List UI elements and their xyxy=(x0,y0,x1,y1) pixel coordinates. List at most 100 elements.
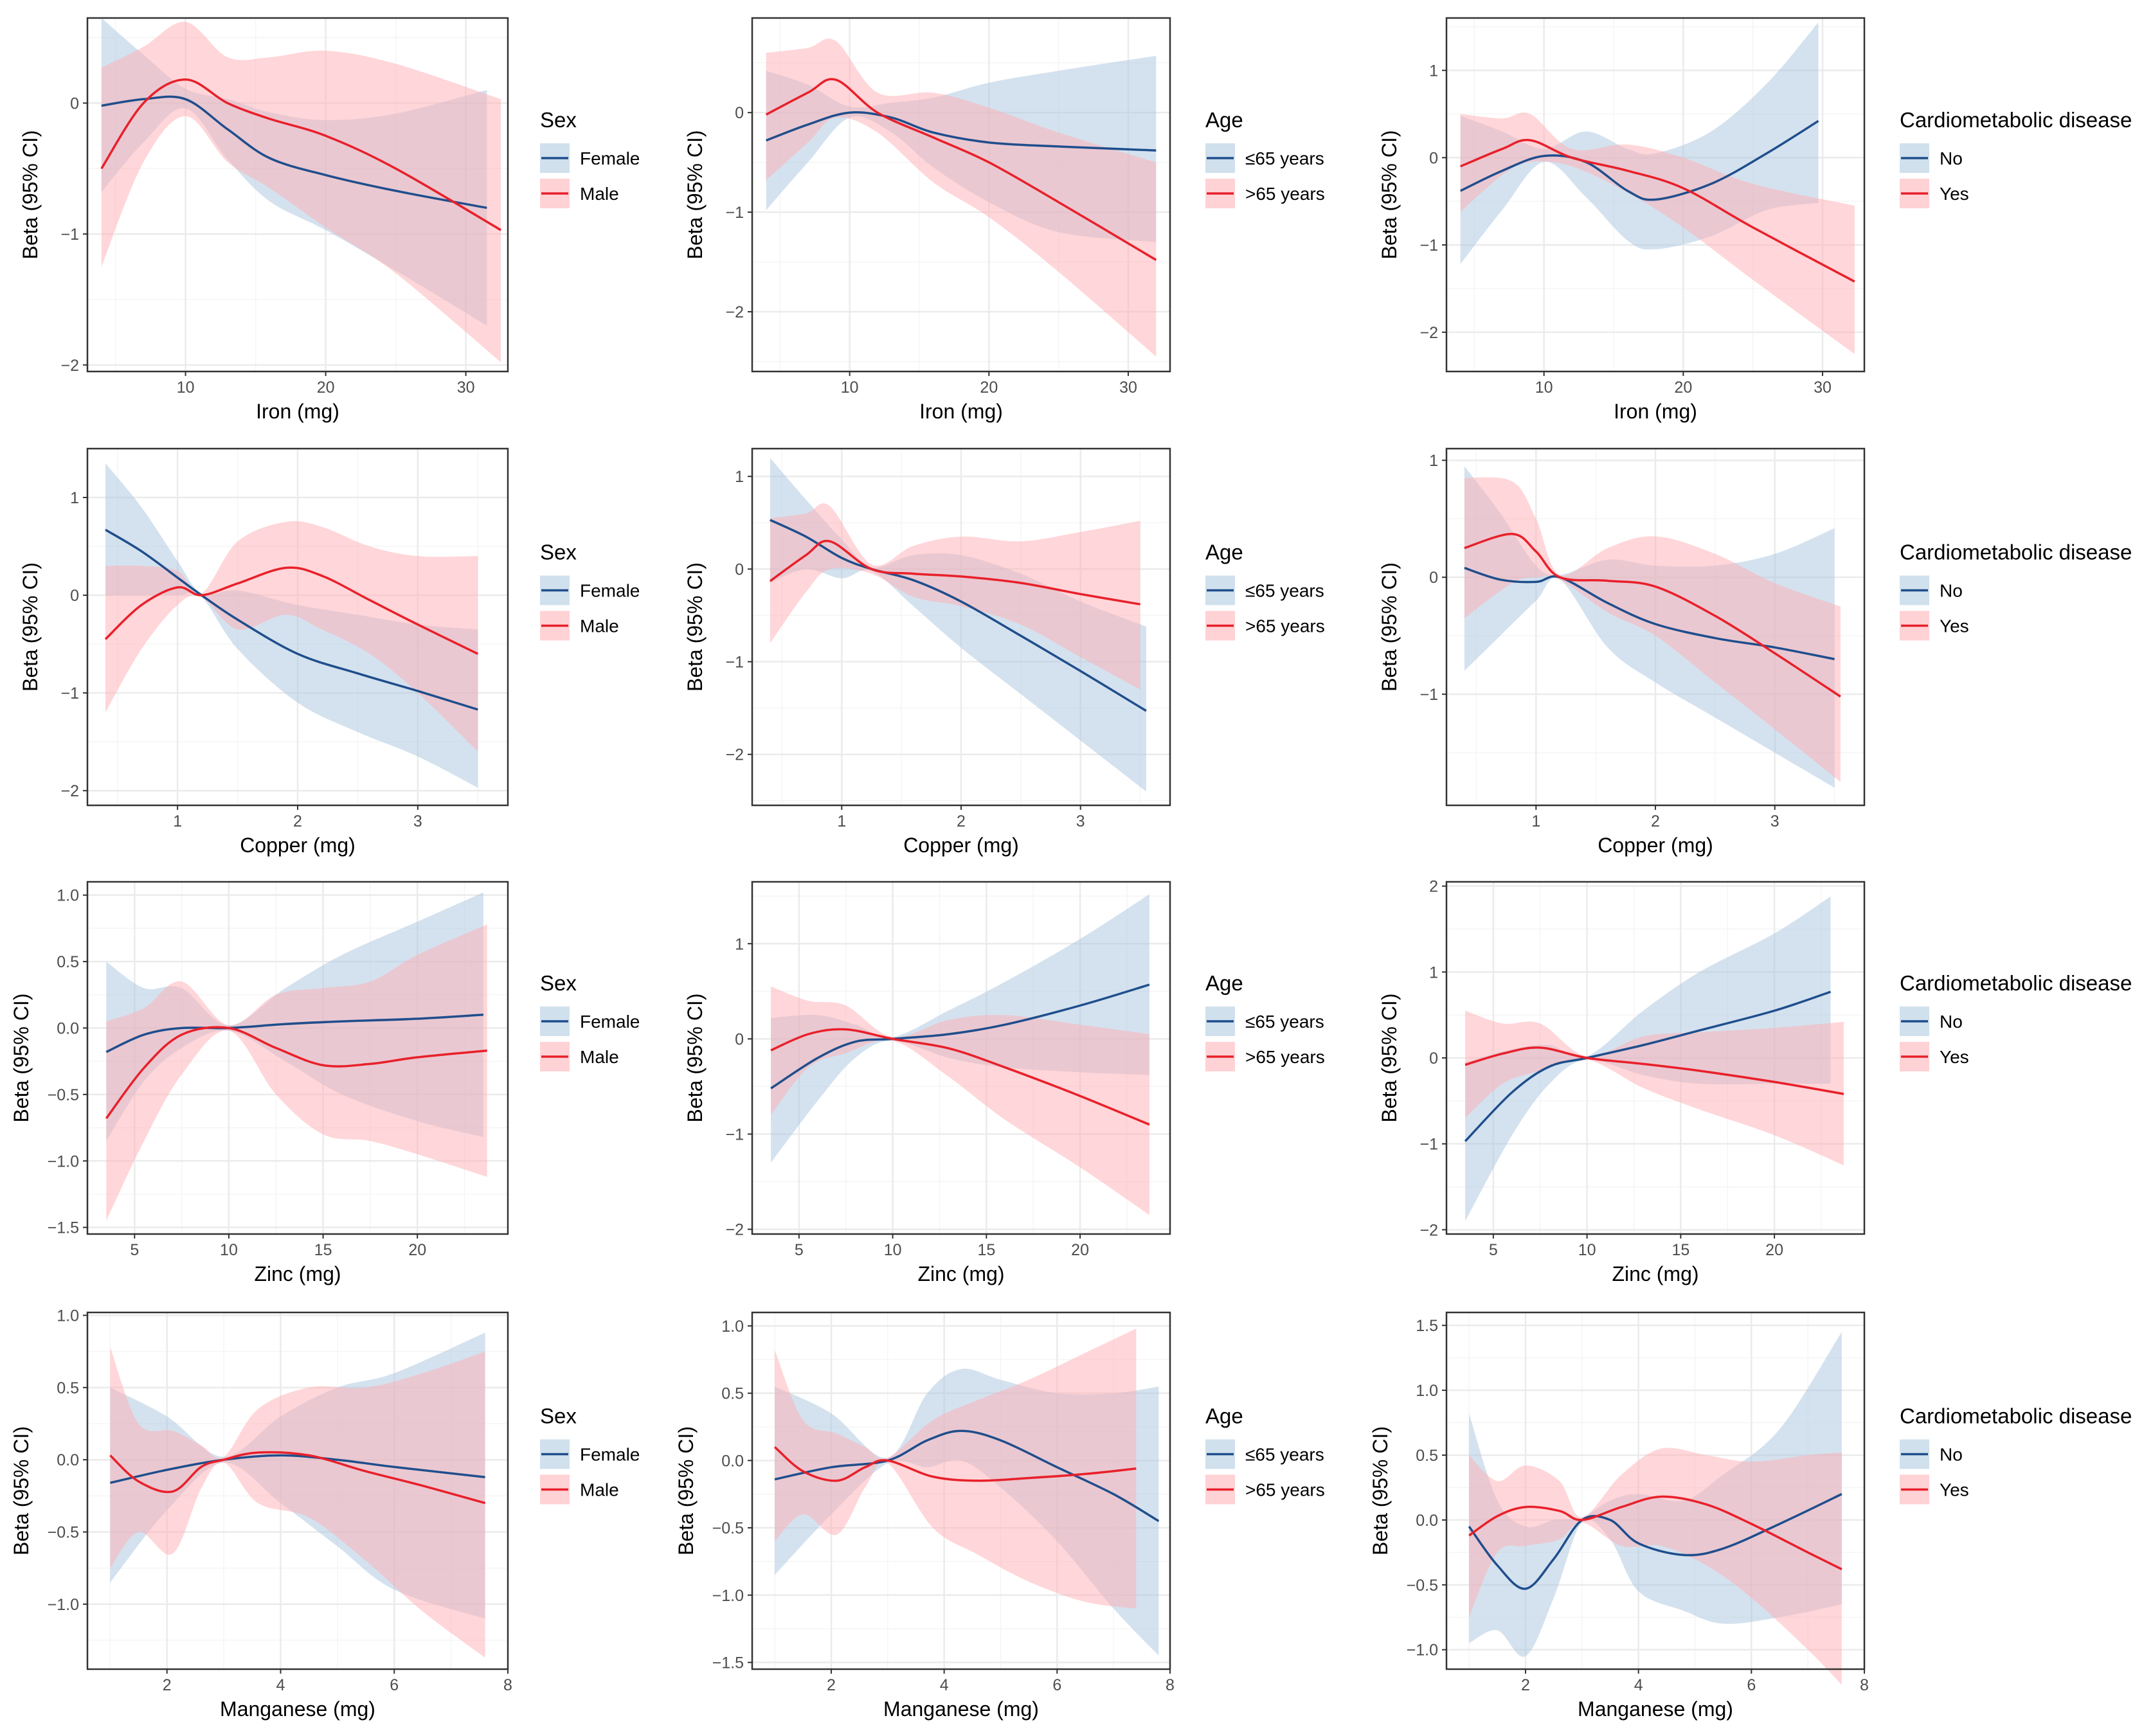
legend-item-a: ≤65 years xyxy=(1205,575,1324,605)
series-line-b xyxy=(104,566,479,655)
y-tick-label: −1 xyxy=(725,204,744,222)
y-tick-label: 1 xyxy=(735,468,744,486)
x-tick-label: 4 xyxy=(940,1676,949,1694)
ci-band-b xyxy=(105,521,478,752)
legend-label: No xyxy=(1940,148,1963,168)
y-tick-label: 1 xyxy=(1429,62,1438,80)
y-tick-label: −1 xyxy=(1419,237,1438,255)
x-tick-label: 20 xyxy=(317,379,335,397)
x-tick-label: 20 xyxy=(408,1241,426,1259)
x-tick-label: 30 xyxy=(1814,379,1832,397)
panel-3-1: 5 10 15 20 −1.5 −1.0 −0.5 0.0 0.5 1.0 Zinc (mg) Bet… xyxy=(10,881,640,1285)
x-tick-label: 2 xyxy=(1521,1676,1530,1694)
x-tick-label: 30 xyxy=(457,379,475,397)
legend-item-b: Yes xyxy=(1900,179,1969,208)
legend-label: No xyxy=(1940,581,1963,601)
series-line-a xyxy=(770,519,1147,712)
y-axis-title: Beta (95% CI) xyxy=(683,994,707,1123)
x-tick-label: 20 xyxy=(1765,1241,1783,1259)
legend-item-a: No xyxy=(1900,143,1963,173)
legend-item-b: >65 years xyxy=(1205,611,1325,641)
legend: Age ≤65 years >65 years xyxy=(1205,541,1325,641)
ci-band-a xyxy=(770,458,1146,792)
x-tick-label: 1 xyxy=(837,812,846,830)
x-tick-label: 15 xyxy=(977,1241,995,1259)
series-line-a xyxy=(101,95,487,210)
legend: Age≤65 years >65 years xyxy=(1205,108,1325,208)
series-line-a xyxy=(766,111,1157,152)
x-tick-label: 6 xyxy=(1052,1676,1061,1694)
panel-border xyxy=(751,17,1171,373)
legend: Cardiometabolic disease No Yes xyxy=(1900,1404,2132,1505)
axes: 1 2 3 −2 −1 0 1 Copper (mg) Beta (95% CI) xyxy=(19,489,422,857)
legend-label: Male xyxy=(580,1480,619,1500)
series-line-b xyxy=(765,78,1157,262)
axes: 1 2 3 −2 −1 0 1 Copper (mg) Beta (95% CI) xyxy=(683,468,1085,857)
legend-title: Sex xyxy=(540,971,577,995)
y-tick-label: −1 xyxy=(725,654,744,672)
axes: 10 20 30 −2 −1 0 Iron (mg) Beta (95% CI) xyxy=(683,104,1137,423)
y-tick-label: 0 xyxy=(1429,149,1438,167)
series-line-a xyxy=(1468,1492,1842,1590)
series-line-b xyxy=(1464,1046,1844,1095)
y-tick-label: 0.5 xyxy=(721,1385,744,1403)
legend: Age≤65 years >65 years xyxy=(1205,1404,1325,1505)
legend: Age≤65 years >65 years xyxy=(1205,971,1325,1071)
x-tick-label: 10 xyxy=(220,1241,238,1259)
y-axis-title: Beta (95% CI) xyxy=(10,1426,33,1555)
x-tick-label: 2 xyxy=(827,1676,836,1694)
series-line-b xyxy=(109,1451,486,1505)
y-tick-label: 1.0 xyxy=(1416,1382,1438,1400)
legend-item-b: >65 years xyxy=(1205,179,1325,208)
x-tick-label: 1 xyxy=(173,812,182,830)
legend: Cardiometabolic disease No Yes xyxy=(1900,108,2132,208)
y-tick-label: 1 xyxy=(1429,963,1438,981)
x-tick-label: 10 xyxy=(1578,1241,1596,1259)
panel-4-2: 2 4 6 8 −1.5 −1.0 −0.5 0.0 0.5 1.0 Manganese (mg) B… xyxy=(674,1311,1325,1721)
y-tick-label: 0 xyxy=(70,94,79,112)
legend-label: ≤65 years xyxy=(1245,1445,1324,1465)
y-tick-label: −2 xyxy=(1419,324,1438,342)
y-tick-label: 0 xyxy=(1429,569,1438,587)
axes: 1 2 3 −1 0 1 Copper (mg) Beta (95% CI) xyxy=(1378,452,1779,857)
legend-title: Age xyxy=(1205,541,1243,564)
panel-border xyxy=(751,1311,1171,1670)
y-tick-label: −2 xyxy=(60,357,79,375)
legend-label: >65 years xyxy=(1245,616,1325,636)
x-tick-label: 1 xyxy=(1531,812,1540,830)
panel-border xyxy=(1445,17,1866,373)
ci-band-b xyxy=(106,924,487,1221)
y-tick-label: 0 xyxy=(70,587,79,605)
x-tick-label: 3 xyxy=(1076,812,1085,830)
legend-item-b: Male xyxy=(540,1474,619,1505)
y-tick-label: 0.0 xyxy=(57,1451,79,1469)
x-tick-label: 3 xyxy=(1770,812,1779,830)
y-tick-label: −1.5 xyxy=(48,1219,79,1237)
legend-item-b: Male xyxy=(540,611,619,641)
legend-item-b: >65 years xyxy=(1205,1474,1325,1505)
panel-4-1: 2 4 6 8 −1.0 −0.5 0.0 0.5 1.0 Manganese (mg) Beta … xyxy=(10,1307,640,1721)
panel-1-3: 10 20 30 −2 −1 0 1 Iron (mg) Beta (95% CI) Cardio… xyxy=(1378,17,2132,423)
legend-title: Cardiometabolic disease xyxy=(1900,108,2132,132)
legend-label: Yes xyxy=(1940,616,1969,636)
y-tick-label: 0 xyxy=(735,1030,744,1048)
y-tick-label: −1 xyxy=(1419,1136,1438,1154)
legend-item-a: ≤65 years xyxy=(1205,1439,1324,1469)
ci-band-b xyxy=(110,1347,485,1658)
y-axis-title: Beta (95% CI) xyxy=(683,562,707,692)
ci-band-b xyxy=(775,1329,1137,1609)
series-line-a xyxy=(770,983,1150,1089)
y-tick-label: 1.0 xyxy=(721,1318,744,1336)
legend-item-b: Male xyxy=(540,179,619,208)
ci-band-b xyxy=(771,986,1149,1215)
x-tick-label: 5 xyxy=(1489,1241,1498,1259)
panel-3-2: 5 10 15 20 −2 −1 0 1 Zinc (mg) Beta (95% CI) Age≤6… xyxy=(683,881,1325,1285)
legend-label: Male xyxy=(580,184,619,204)
ci-band-b xyxy=(1460,112,1855,354)
y-tick-label: −2 xyxy=(725,303,744,321)
legend-item-a: No xyxy=(1900,1439,1963,1469)
legend-label: Yes xyxy=(1940,1047,1969,1067)
